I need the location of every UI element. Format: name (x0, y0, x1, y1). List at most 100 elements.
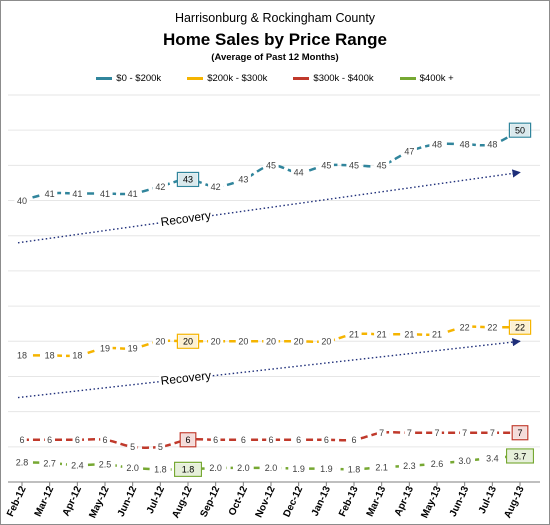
point-label-bg (125, 187, 141, 200)
chart-legend: $0 - $200k $200k - $300k $300k - $400k $… (0, 73, 550, 84)
point-label-bg (343, 463, 365, 476)
legend-label-2: $300k - $400k (313, 73, 374, 84)
point-label: 41 (128, 189, 138, 199)
x-tick-label: Feb-12 (5, 484, 29, 518)
point-label: 20 (294, 337, 304, 347)
point-label: 18 (72, 351, 82, 361)
x-tick-label: Dec-12 (282, 484, 306, 519)
point-label: 6 (268, 435, 273, 445)
point-label-bg (11, 456, 33, 469)
x-tick-label: Jan-13 (310, 484, 334, 518)
point-label: 48 (460, 140, 470, 150)
point-label-bg (291, 335, 307, 348)
legend-item-0: $0 - $200k (96, 73, 161, 84)
point-label: 2.1 (375, 463, 388, 473)
legend-item-2: $300k - $400k (293, 73, 374, 84)
point-label: 2.0 (126, 463, 139, 473)
point-label: 22 (515, 323, 525, 333)
point-label-bg (155, 440, 166, 453)
point-label: 43 (238, 175, 248, 185)
x-tick-label: Jun-13 (448, 484, 472, 518)
x-tick-label: Mar-12 (33, 484, 57, 518)
point-label-bg (481, 452, 503, 465)
x-tick-label: Mar-13 (365, 484, 389, 518)
x-tick-label: Feb-13 (337, 484, 361, 518)
point-label-bg (484, 138, 500, 151)
point-label-bg (100, 433, 110, 446)
point-label: 42 (211, 182, 221, 192)
point-label-bg (457, 321, 473, 334)
point-label: 3.4 (486, 453, 499, 463)
point-label: 1.8 (154, 465, 167, 475)
point-label-bg (371, 461, 393, 474)
point-label: 6 (47, 435, 52, 445)
point-label-bg (266, 433, 276, 446)
point-label-bg (484, 321, 500, 334)
point-label-bg (14, 194, 30, 207)
x-tick-label: Oct-12 (227, 484, 250, 517)
point-label-bg (72, 433, 83, 446)
point-label: 42 (155, 182, 165, 192)
point-label: 6 (102, 435, 107, 445)
point-label: 45 (377, 161, 387, 171)
point-label: 3.0 (458, 456, 471, 466)
point-label: 6 (213, 435, 218, 445)
point-label-box (176, 333, 200, 349)
point-label-box (506, 448, 535, 464)
point-label-bg (152, 335, 168, 348)
legend-label-0: $0 - $200k (116, 73, 162, 84)
point-label: 22 (487, 323, 497, 333)
point-label: 48 (432, 140, 442, 150)
point-label-bg (346, 328, 362, 341)
legend-item-1: $200k - $300k (187, 73, 267, 84)
legend-item-3: $400k + (399, 73, 454, 84)
point-label: 19 (100, 344, 110, 354)
point-label-box-fill (513, 426, 527, 439)
point-label-bg (401, 145, 417, 158)
x-tick-label: Aug-13 (502, 484, 526, 520)
legend-label-3: $400k + (419, 73, 454, 84)
point-label-box-fill (178, 335, 198, 348)
point-label: 50 (515, 125, 525, 135)
point-label: 5 (158, 442, 163, 452)
point-label-bg (42, 349, 58, 362)
point-label-bg (69, 187, 85, 200)
point-label-bg (376, 426, 387, 439)
point-label: 7 (434, 428, 439, 438)
chart-title: Home Sales by Price Range (163, 30, 387, 49)
point-label-bg (97, 187, 113, 200)
point-label-bg (293, 433, 304, 446)
point-label-bg (263, 335, 279, 348)
x-tick-label: Apr-13 (393, 484, 417, 518)
point-label-bg (125, 342, 141, 355)
point-label: 7 (490, 428, 495, 438)
point-label-bg (94, 458, 116, 471)
point-label-box (179, 432, 197, 448)
point-label: 41 (45, 189, 55, 199)
point-label-bg (429, 328, 445, 341)
point-label-box-fill (181, 433, 195, 446)
point-label-bg (318, 159, 334, 172)
point-label: 5 (130, 442, 135, 452)
point-label: 20 (266, 337, 276, 347)
point-label: 43 (183, 175, 193, 185)
point-label: 1.9 (320, 464, 333, 474)
point-label: 47 (404, 147, 414, 157)
point-label-bg (349, 433, 359, 446)
point-label: 2.4 (71, 460, 84, 470)
point-label: 20 (238, 337, 248, 347)
recovery-annotation: Recovery (160, 208, 212, 229)
point-label: 41 (72, 189, 82, 199)
point-label: 2.0 (237, 463, 250, 473)
point-label-bg (205, 461, 227, 474)
point-label-bg (235, 335, 251, 348)
x-tick-label: Sep-12 (199, 484, 223, 519)
point-label-bg (318, 335, 334, 348)
point-label: 2.5 (99, 460, 112, 470)
point-label: 20 (155, 337, 165, 347)
point-label-bg (291, 166, 307, 179)
point-label-bg (457, 138, 473, 151)
point-label: 45 (266, 161, 276, 171)
point-label: 3.7 (514, 451, 527, 461)
point-label: 21 (377, 330, 387, 340)
